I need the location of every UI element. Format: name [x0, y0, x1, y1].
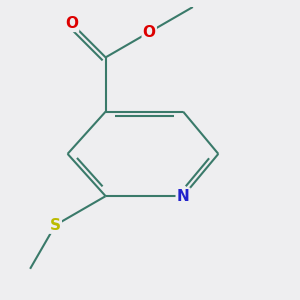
Text: O: O	[65, 16, 78, 31]
Text: O: O	[143, 25, 156, 40]
Text: S: S	[50, 218, 61, 233]
Text: N: N	[177, 189, 190, 204]
